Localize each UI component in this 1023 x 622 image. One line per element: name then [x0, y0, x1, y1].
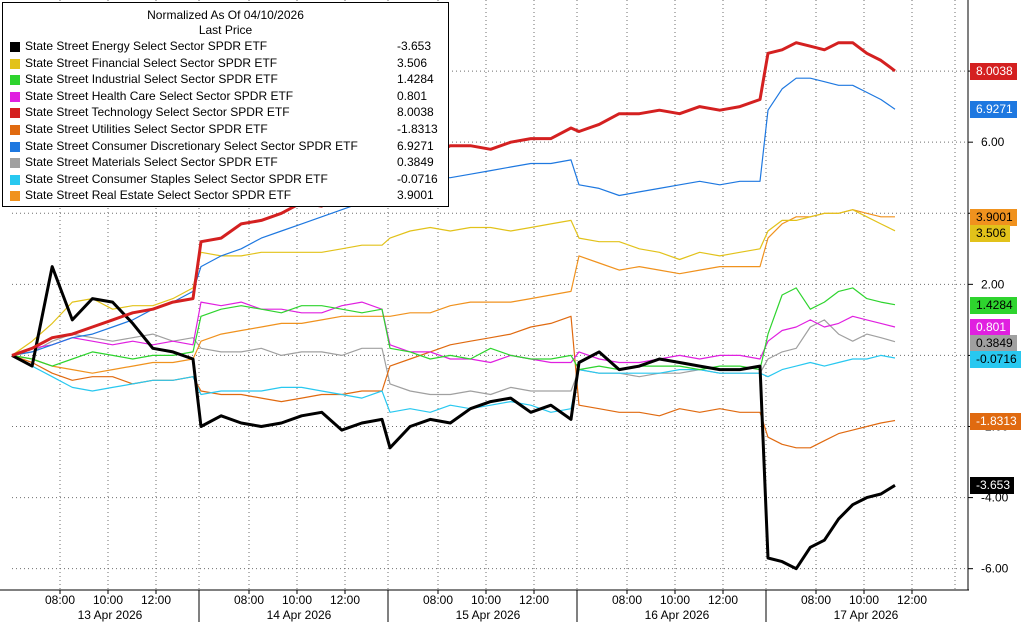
series-line: [11, 354, 896, 413]
last-price-tag: 3.9001: [970, 208, 1017, 226]
x-day-label: 13 Apr 2026: [78, 608, 143, 622]
legend-series-name: State Street Materials Select Sector SPD…: [25, 155, 278, 170]
x-tick-label: 08:00: [801, 593, 831, 607]
x-tick-label: 10:00: [660, 593, 690, 607]
legend-series-name: State Street Industrial Select Sector SP…: [25, 72, 278, 87]
legend-series-name: State Street Financial Select Sector SPD…: [25, 55, 278, 70]
legend-title: Normalized As Of 04/10/2026: [147, 8, 304, 22]
y-tick-label: 6.00: [981, 135, 1005, 149]
series-line: [11, 41, 896, 357]
last-price-tag: 0.3849: [970, 335, 1017, 352]
legend-item: State Street Technology Select Sector SP…: [3, 104, 448, 121]
series-line: [11, 209, 896, 356]
grid-lines: [12, 0, 968, 590]
legend-last-price: 6.9271: [397, 138, 434, 153]
x-tick-label: 08:00: [612, 593, 642, 607]
legend-series-name: State Street Health Care Select Sector S…: [25, 88, 294, 103]
legend-item: State Street Consumer Staples Select Sec…: [3, 171, 448, 188]
x-tick-label: 10:00: [471, 593, 501, 607]
x-day-label: 14 Apr 2026: [267, 608, 332, 622]
legend-item: State Street Financial Select Sector SPD…: [3, 55, 448, 72]
legend-series-name: State Street Technology Select Sector SP…: [25, 105, 290, 120]
legend-entries: State Street Energy Select Sector SPDR E…: [3, 38, 448, 204]
x-day-label: 15 Apr 2026: [456, 608, 521, 622]
legend-series-name: State Street Real Estate Select Sector S…: [25, 188, 292, 203]
legend-item: State Street Industrial Select Sector SP…: [3, 71, 448, 88]
x-tick-label: 08:00: [45, 593, 75, 607]
legend-last-price: 3.506: [397, 55, 428, 70]
legend-swatch: [10, 124, 20, 135]
legend-series-name: State Street Utilities Select Sector SPD…: [25, 121, 268, 136]
legend-item: State Street Utilities Select Sector SPD…: [3, 121, 448, 138]
x-tick-label: 10:00: [93, 593, 123, 607]
legend-item: State Street Real Estate Select Sector S…: [3, 187, 448, 204]
legend-last-price: 0.3849: [397, 155, 434, 170]
legend-swatch: [10, 58, 20, 69]
last-price-tag: 1.4284: [970, 296, 1017, 314]
legend-last-price: -3.653: [397, 39, 432, 53]
legend-swatch: [10, 108, 20, 119]
x-tick-label: 08:00: [234, 593, 264, 607]
x-tick-label: 10:00: [849, 593, 879, 607]
legend-item: State Street Consumer Discretionary Sele…: [3, 138, 448, 155]
last-price-tag: -3.653: [970, 477, 1015, 495]
legend-swatch: [10, 158, 20, 169]
legend-series-name: State Street Energy Select Sector SPDR E…: [25, 39, 268, 53]
series-line: [11, 287, 896, 371]
x-tick-label: 12:00: [330, 593, 360, 607]
legend-swatch: [10, 91, 20, 102]
x-tick-label: 12:00: [708, 593, 738, 607]
x-tick-label: 12:00: [519, 593, 549, 607]
last-price-tag: 6.9271: [970, 101, 1017, 119]
series-line: [11, 319, 896, 396]
legend-item: State Street Materials Select Sector SPD…: [3, 154, 448, 171]
legend-last-price: -0.0716: [397, 171, 438, 186]
legend-item: State Street Health Care Select Sector S…: [3, 88, 448, 105]
last-price-tag: 0.801: [970, 319, 1011, 336]
x-tick-label: 08:00: [423, 593, 453, 607]
legend-last-price: 3.9001: [397, 188, 434, 203]
legend-series-name: State Street Consumer Discretionary Sele…: [25, 138, 358, 153]
legend: Normalized As Of 04/10/2026 Last Price S…: [2, 2, 449, 207]
series-lines: [11, 41, 896, 571]
series-line: [11, 265, 896, 571]
last-price-tag: 3.506: [970, 224, 1011, 242]
series-line: [11, 301, 896, 364]
x-tick-label: 12:00: [897, 593, 927, 607]
legend-swatch: [10, 75, 20, 86]
y-tick-label: 2.00: [981, 277, 1005, 291]
x-day-label: 16 Apr 2026: [645, 608, 710, 622]
legend-swatch: [10, 191, 20, 202]
legend-last-price: 1.4284: [397, 72, 434, 87]
legend-last-price: -1.8313: [397, 121, 438, 136]
legend-item: State Street Energy Select Sector SPDR E…: [3, 38, 448, 55]
legend-swatch: [10, 174, 20, 185]
y-tick-label: -6.00: [981, 562, 1009, 576]
last-price-tag: 8.0038: [970, 62, 1017, 80]
legend-swatch: [10, 42, 20, 52]
x-tick-label: 12:00: [141, 593, 171, 607]
legend-last-price: 8.0038: [397, 105, 434, 120]
x-day-label: 17 Apr 2026: [834, 608, 899, 622]
last-price-tag: -1.8313: [970, 412, 1021, 430]
last-price-tag: -0.0716: [970, 351, 1021, 368]
x-tick-label: 10:00: [282, 593, 312, 607]
series-line: [11, 209, 895, 374]
legend-last-price: 0.801: [397, 88, 428, 103]
legend-series-name: State Street Consumer Staples Select Sec…: [25, 171, 328, 186]
legend-subtitle: Last Price: [198, 23, 253, 37]
legend-swatch: [10, 141, 20, 152]
